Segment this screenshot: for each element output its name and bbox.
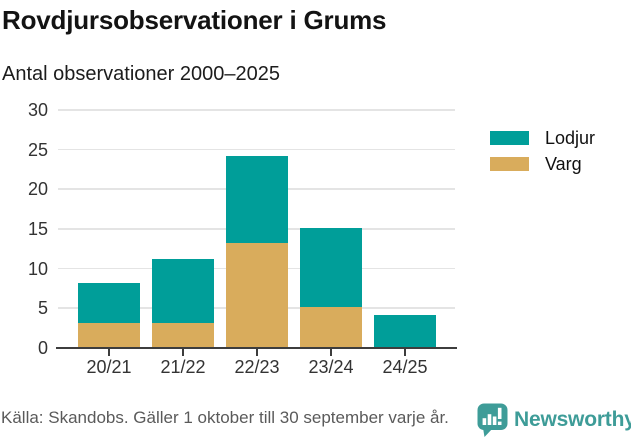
y-tick-label-0: 0 (37, 338, 48, 358)
legend-swatch-lodjur (490, 131, 529, 145)
bar-23/24-lodjur (300, 227, 362, 307)
y-tick-label-10: 10 (27, 258, 48, 279)
y-tick-label-5: 5 (37, 298, 48, 319)
newsworthy-wordmark: Newsworthy (514, 408, 631, 431)
newsworthy-logo-icon (477, 403, 508, 437)
x-tick-20/21 (108, 349, 110, 356)
y-tick-label-15: 15 (27, 219, 48, 239)
bar-22/23-varg (226, 243, 288, 347)
y-tick-label-30: 30 (27, 100, 48, 120)
x-tick-23/24 (330, 349, 332, 356)
y-tick-label-20: 20 (27, 179, 48, 200)
y-tick-label-25: 25 (27, 139, 48, 160)
gridline-y-25 (58, 148, 455, 151)
bar-22/23-lodjur (226, 156, 288, 244)
x-tick-21/22 (182, 349, 184, 356)
x-tick-label-20/21: 20/21 (86, 357, 132, 377)
page-title: Rovdjursobservationer i Grums (2, 5, 387, 35)
x-tick-label-22/23: 22/23 (234, 357, 280, 377)
legend-item-varg: Varg (490, 154, 595, 174)
plot-area (56, 109, 457, 356)
gridline-y-30 (58, 109, 455, 111)
x-tick-label-21/22: 21/22 (160, 357, 206, 377)
x-tick-label-23/24: 23/24 (308, 357, 354, 377)
bar-21/22-varg (152, 322, 214, 347)
legend: Lodjur Varg (490, 128, 596, 174)
bar-20/21-varg (78, 322, 140, 347)
chart-subtitle: Antal observationer 2000–2025 (2, 63, 280, 85)
x-tick-24/25 (404, 349, 406, 356)
x-tick-label-24/25: 24/25 (382, 357, 428, 377)
legend-label-lodjur: Lodjur (545, 128, 596, 148)
source-note: Källa: Skandobs. Gäller 1 oktober till 3… (1, 408, 449, 427)
legend-swatch-varg (490, 157, 529, 171)
legend-item-lodjur: Lodjur (490, 128, 596, 148)
newsworthy-brand-link[interactable]: Newsworthy (477, 403, 631, 437)
x-axis-line (56, 346, 457, 349)
x-tick-22/23 (256, 349, 258, 356)
bar-21/22-lodjur (152, 259, 214, 323)
bar-24/25-lodjur (374, 314, 436, 347)
bar-20/21-lodjur (78, 283, 140, 323)
legend-label-varg: Varg (545, 154, 582, 174)
bar-23/24-varg (300, 306, 362, 347)
